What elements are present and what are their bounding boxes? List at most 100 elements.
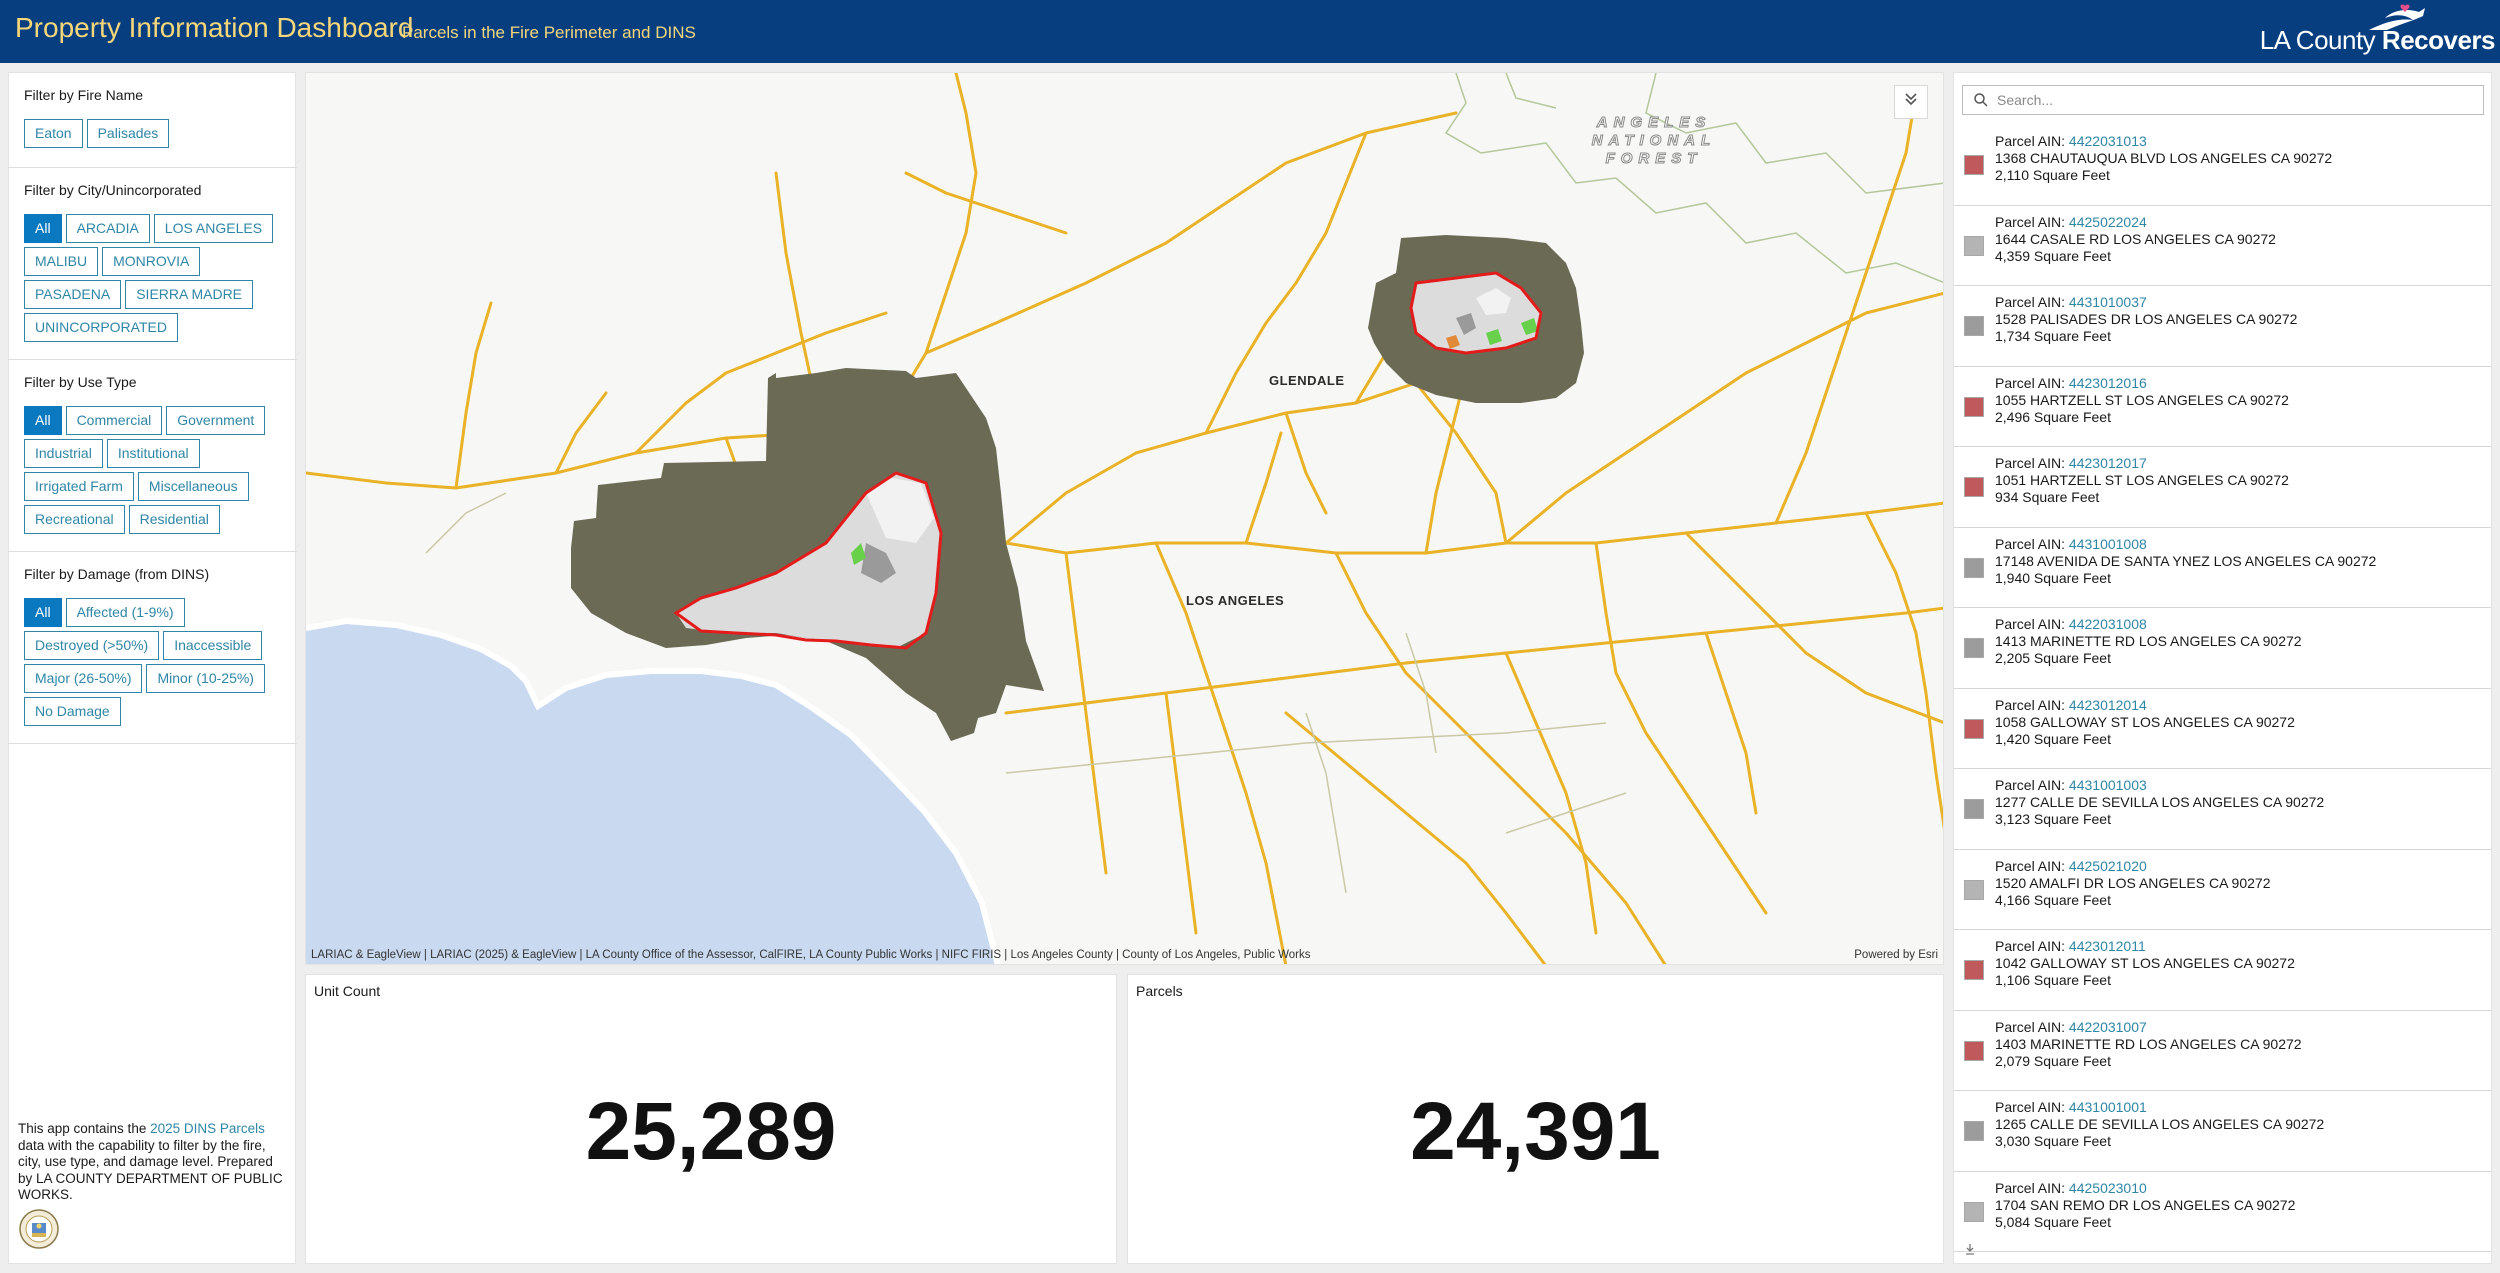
map-label-glendale: GLENDALE <box>1269 373 1345 388</box>
parcel-address: 1055 HARTZELL ST LOS ANGELES CA 90272 <box>1995 391 2289 408</box>
parcel-details: Parcel AIN: 4422031008 1413 MARINETTE RD … <box>1995 616 2302 667</box>
ain-label: Parcel AIN: <box>1995 455 2066 471</box>
list-item[interactable]: Parcel AIN: 4423012017 1051 HARTZELL ST L… <box>1954 447 2491 528</box>
list-item[interactable]: Parcel AIN: 4431001001 1265 CALLE DE SEVI… <box>1954 1091 2491 1172</box>
filter-chip[interactable]: All <box>24 406 62 435</box>
parcel-ain[interactable]: 4423012016 <box>2068 374 2147 391</box>
filter-section-fire-name: Filter by Fire Name Eaton Palisades <box>9 73 297 168</box>
damage-swatch <box>1964 879 1984 900</box>
filter-chip[interactable]: All <box>24 214 62 243</box>
eaton-perimeter <box>1409 271 1543 355</box>
list-item[interactable]: Parcel AIN: 4423012014 1058 GALLOWAY ST L… <box>1954 689 2491 769</box>
map-toggle-button[interactable] <box>1894 85 1928 119</box>
filter-chip[interactable]: Industrial <box>24 439 103 468</box>
filter-chip[interactable]: Recreational <box>24 505 125 534</box>
filter-chip[interactable]: No Damage <box>24 697 121 726</box>
county-seal-logo <box>19 1209 59 1249</box>
list-item[interactable]: Parcel AIN: 4422031007 1403 MARINETTE RD … <box>1954 1011 2491 1091</box>
parcel-area: 1,940 Square Feet <box>1995 569 2111 586</box>
filter-chip[interactable]: Inaccessible <box>163 631 263 660</box>
list-item[interactable]: Parcel AIN: 4425022024 1644 CASALE RD LOS… <box>1954 206 2491 286</box>
list-item[interactable]: Parcel AIN: 4425023010 1704 SAN REMO DR L… <box>1954 1172 2491 1252</box>
parcel-ain[interactable]: 4423012011 <box>2068 938 2146 954</box>
parcel-address: 1368 CHAUTAUQUA BLVD LOS ANGELES CA 9027… <box>1995 150 2333 166</box>
filter-chip[interactable]: Residential <box>128 505 220 534</box>
damage-swatch <box>1964 477 1984 497</box>
list-item[interactable]: Parcel AIN: 4431010037 1528 PALISADES DR … <box>1954 286 2491 367</box>
ain-label: Parcel AIN: <box>1995 213 2066 230</box>
list-item[interactable]: Parcel AIN: 4431001008 17148 AVENIDA DE S… <box>1954 528 2491 608</box>
parcel-details: Parcel AIN: 4423012011 1042 GALLOWAY ST L… <box>1995 938 2295 989</box>
filter-chips: All Affected (1-9%) Destroyed (>50%) Inacce… <box>24 598 286 726</box>
parcel-ain[interactable]: 4431010037 <box>2068 294 2147 310</box>
filter-chip[interactable]: ARCADIA <box>65 214 150 243</box>
list-item[interactable]: Parcel AIN: 4422031013 1368 CHAUTAUQUA BL… <box>1954 125 2491 206</box>
damage-swatch <box>1964 960 1984 980</box>
filter-chip[interactable]: Irrigated Farm <box>24 472 134 501</box>
unit-count-indicator: Unit Count 25,289 <box>305 974 1117 1264</box>
damage-swatch <box>1964 799 1984 819</box>
damage-swatch <box>1964 235 1984 256</box>
filter-chip[interactable]: Miscellaneous <box>137 472 249 501</box>
filter-chip[interactable]: Government <box>166 406 266 435</box>
parcel-ain[interactable]: 4422031008 <box>2068 616 2147 632</box>
filter-title: Filter by City/Unincorporated <box>24 182 202 198</box>
parcel-details: Parcel AIN: 4425021020 1520 AMALFI DR LOS… <box>1995 858 2270 909</box>
parcel-address: 1520 AMALFI DR LOS ANGELES CA 90272 <box>1995 874 2271 891</box>
parcel-ain[interactable]: 4425023010 <box>2068 1179 2147 1196</box>
map-view[interactable]: ANGELES NATIONAL FOREST GLENDALE LOS ANG… <box>305 72 1944 965</box>
parcel-area: 4,166 Square Feet <box>1995 891 2111 908</box>
parcel-ain[interactable]: 4423012014 <box>2068 696 2147 713</box>
parcel-address: 1413 MARINETTE RD LOS ANGELES CA 90272 <box>1995 633 2302 649</box>
parcel-ain[interactable]: 4425022024 <box>2068 213 2147 230</box>
filter-title: Filter by Damage (from DINS) <box>24 566 210 582</box>
list-item[interactable]: Parcel AIN: 4422031008 1413 MARINETTE RD … <box>1954 608 2491 689</box>
filter-chip[interactable]: PASADENA <box>24 280 122 309</box>
powered-by-esri[interactable]: Powered by Esri <box>1854 949 1938 961</box>
search-box[interactable] <box>1962 85 2484 115</box>
dove-heart-icon <box>2369 4 2425 30</box>
indicator-value: 25,289 <box>585 1086 837 1177</box>
list-item[interactable]: Parcel AIN: 4425021020 1520 AMALFI DR LOS… <box>1954 850 2491 930</box>
filter-chip[interactable]: SIERRA MADRE <box>125 280 254 309</box>
search-input[interactable] <box>1997 90 2467 110</box>
filter-chip[interactable]: MONROVIA <box>102 247 201 276</box>
parcel-ain[interactable]: 4431001008 <box>2068 535 2147 552</box>
list-item[interactable]: Parcel AIN: 4423012016 1055 HARTZELL ST L… <box>1954 367 2491 447</box>
parcel-ain[interactable]: 4431001001 <box>2068 1099 2147 1115</box>
filter-chip[interactable]: All <box>24 598 62 627</box>
filter-chip[interactable]: Affected (1-9%) <box>65 598 185 627</box>
parcel-address: 1403 MARINETTE RD LOS ANGELES CA 90272 <box>1995 1035 2302 1052</box>
parcel-ain[interactable]: 4422031007 <box>2068 1018 2147 1035</box>
filter-chip[interactable]: UNINCORPORATED <box>24 313 178 342</box>
basemap <box>306 73 1943 964</box>
filter-chip[interactable]: Institutional <box>106 439 200 468</box>
filter-chip[interactable]: Destroyed (>50%) <box>24 631 160 660</box>
ain-label: Parcel AIN: <box>1995 938 2066 954</box>
parcel-ain[interactable]: 4425021020 <box>2068 857 2147 874</box>
filter-chip[interactable]: Palisades <box>86 119 170 148</box>
parcel-area: 4,359 Square Feet <box>1995 247 2111 264</box>
page-title: Property Information Dashboard <box>15 12 414 43</box>
parcel-ain[interactable]: 4431001003 <box>2068 777 2147 793</box>
parcel-address: 17148 AVENIDA DE SANTA YNEZ LOS ANGELES … <box>1995 552 2377 569</box>
filter-chip[interactable]: MALIBU <box>24 247 99 276</box>
filter-chip[interactable]: Eaton <box>24 119 83 148</box>
parcel-ain[interactable]: 4423012017 <box>2068 455 2147 471</box>
filter-chips: All Commercial Government Industrial Institu… <box>24 406 286 534</box>
ocean <box>306 621 998 964</box>
palisades-perimeter <box>673 471 943 650</box>
download-icon[interactable] <box>1964 1243 1976 1255</box>
filter-chip[interactable]: Minor (10-25%) <box>146 664 265 693</box>
list-item[interactable]: Parcel AIN: 4431001003 1277 CALLE DE SEVI… <box>1954 769 2491 850</box>
filter-chip[interactable]: Commercial <box>65 406 163 435</box>
parcel-area: 2,496 Square Feet <box>1995 408 2111 425</box>
list-item[interactable]: Parcel AIN: 4423012011 1042 GALLOWAY ST L… <box>1954 930 2491 1011</box>
damage-swatch <box>1964 638 1984 658</box>
filter-chip[interactable]: Major (26-50%) <box>24 664 143 693</box>
dins-parcels-link[interactable]: 2025 DINS Parcels <box>150 1121 265 1136</box>
parcel-ain[interactable]: 4422031013 <box>2068 133 2147 149</box>
ain-label: Parcel AIN: <box>1995 294 2066 310</box>
filter-chip[interactable]: LOS ANGELES <box>153 214 274 243</box>
